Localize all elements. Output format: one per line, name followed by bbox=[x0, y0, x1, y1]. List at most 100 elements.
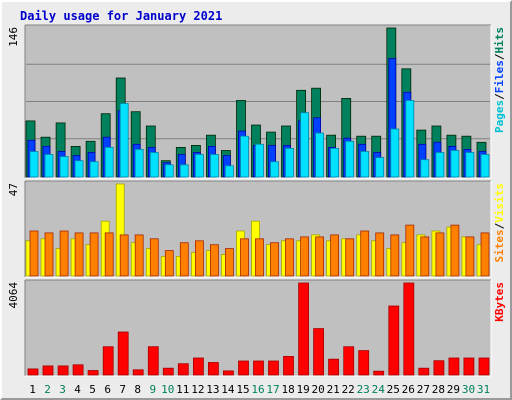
y-max-label: 146 bbox=[7, 27, 20, 47]
bar-pages-day-11 bbox=[179, 164, 189, 178]
bar-kbytes-day-4 bbox=[72, 364, 84, 376]
bar-pages-day-12 bbox=[194, 154, 204, 178]
day-label-10: 10 bbox=[161, 383, 174, 396]
day-label-5: 5 bbox=[89, 383, 96, 396]
bar-sites-day-26 bbox=[405, 224, 415, 277]
bar-kbytes-day-31 bbox=[478, 357, 490, 376]
bar-kbytes-day-24 bbox=[373, 370, 385, 376]
panel-hits_files_pages: 146 Pages/Files/Hits bbox=[7, 24, 506, 179]
bar-sites-day-5 bbox=[89, 232, 99, 277]
legend-item-files: Files bbox=[493, 60, 506, 93]
bar-sites-day-7 bbox=[119, 234, 129, 277]
bar-pages-day-6 bbox=[104, 146, 114, 178]
bar-sites-day-25 bbox=[390, 234, 400, 277]
day-label-29: 29 bbox=[447, 383, 460, 396]
day-label-16: 16 bbox=[251, 383, 264, 396]
bar-pages-day-17 bbox=[270, 161, 279, 178]
bar-kbytes-day-1 bbox=[27, 368, 39, 376]
bar-sites-day-10 bbox=[164, 250, 174, 277]
bar-pages-day-8 bbox=[134, 148, 144, 178]
bar-sites-day-24 bbox=[375, 232, 385, 277]
day-label-24: 24 bbox=[372, 383, 386, 396]
day-label-18: 18 bbox=[281, 383, 294, 396]
bar-pages-day-15 bbox=[240, 135, 249, 178]
day-label-6: 6 bbox=[104, 383, 111, 396]
legend-item-kbytes: KBytes bbox=[493, 282, 506, 322]
legend: KBytes bbox=[493, 282, 506, 322]
bar-pages-day-18 bbox=[285, 147, 294, 178]
bar-kbytes-day-12 bbox=[192, 357, 204, 376]
bar-kbytes-day-3 bbox=[57, 365, 69, 376]
bar-kbytes-day-10 bbox=[162, 367, 174, 376]
bar-sites-day-17 bbox=[270, 242, 279, 277]
legend-separator: / bbox=[493, 53, 506, 60]
day-label-14: 14 bbox=[221, 383, 235, 396]
bar-pages-day-14 bbox=[224, 165, 234, 178]
bar-sites-day-23 bbox=[360, 230, 370, 277]
day-label-31: 31 bbox=[477, 383, 490, 396]
bar-pages-day-26 bbox=[405, 100, 415, 178]
bar-kbytes-day-11 bbox=[177, 363, 189, 376]
bar-pages-day-16 bbox=[255, 143, 264, 178]
bar-sites-day-12 bbox=[194, 240, 204, 277]
bar-pages-day-27 bbox=[420, 159, 430, 178]
day-label-26: 26 bbox=[402, 383, 415, 396]
panel-visits_sites: 47 Sites/Visits bbox=[7, 180, 506, 278]
bar-kbytes-day-26 bbox=[403, 282, 415, 376]
bar-pages-day-24 bbox=[375, 157, 385, 178]
bar-pages-day-19 bbox=[300, 112, 310, 178]
bar-sites-day-31 bbox=[480, 232, 490, 277]
bar-sites-day-22 bbox=[345, 238, 355, 277]
bar-pages-day-30 bbox=[465, 152, 475, 178]
bar-sites-day-6 bbox=[104, 232, 114, 277]
legend-separator: / bbox=[493, 93, 506, 100]
bar-pages-day-21 bbox=[330, 147, 340, 178]
day-label-30: 30 bbox=[462, 383, 475, 396]
bar-pages-day-1 bbox=[29, 151, 39, 178]
day-label-9: 9 bbox=[149, 383, 156, 396]
bar-kbytes-day-27 bbox=[418, 367, 430, 376]
bar-sites-day-27 bbox=[420, 236, 430, 277]
bar-pages-day-3 bbox=[59, 156, 69, 178]
day-label-19: 19 bbox=[296, 383, 309, 396]
bar-pages-day-2 bbox=[44, 154, 54, 178]
day-label-1: 1 bbox=[29, 383, 36, 396]
bar-kbytes-day-16 bbox=[253, 360, 264, 376]
day-label-8: 8 bbox=[134, 383, 141, 396]
bar-sites-day-8 bbox=[134, 234, 144, 277]
bar-sites-day-18 bbox=[285, 238, 294, 277]
day-label-15: 15 bbox=[236, 383, 249, 396]
bar-pages-day-22 bbox=[345, 140, 355, 178]
bar-pages-day-20 bbox=[315, 132, 325, 178]
legend-item-visits: Visits bbox=[493, 183, 506, 223]
legend-item-hits: Hits bbox=[493, 27, 506, 54]
panel-kbytes: 4064 KBytes bbox=[7, 279, 506, 377]
bar-kbytes-day-9 bbox=[147, 346, 159, 376]
bar-sites-day-2 bbox=[44, 232, 54, 277]
bar-kbytes-day-6 bbox=[102, 346, 114, 376]
bar-kbytes-day-28 bbox=[433, 360, 445, 376]
bar-sites-day-14 bbox=[224, 248, 234, 277]
bar-kbytes-day-25 bbox=[388, 305, 400, 376]
bar-kbytes-day-7 bbox=[117, 331, 129, 376]
y-max-label: 4064 bbox=[7, 282, 20, 309]
bar-kbytes-day-17 bbox=[268, 360, 279, 376]
bar-sites-day-3 bbox=[59, 230, 69, 277]
bar-kbytes-day-29 bbox=[448, 357, 460, 376]
bar-pages-day-5 bbox=[89, 161, 99, 178]
bar-kbytes-day-13 bbox=[207, 362, 219, 376]
bar-pages-day-4 bbox=[74, 160, 84, 178]
bar-sites-day-13 bbox=[209, 244, 219, 277]
bar-pages-day-28 bbox=[435, 152, 445, 178]
day-label-21: 21 bbox=[327, 383, 340, 396]
legend-item-sites: Sites bbox=[493, 229, 506, 262]
bar-kbytes-day-5 bbox=[87, 370, 99, 376]
day-label-27: 27 bbox=[417, 383, 430, 396]
legend: Pages/Files/Hits bbox=[493, 27, 506, 133]
day-label-3: 3 bbox=[59, 383, 66, 396]
bar-kbytes-day-20 bbox=[313, 328, 325, 376]
day-label-28: 28 bbox=[432, 383, 445, 396]
day-label-17: 17 bbox=[266, 383, 279, 396]
bar-kbytes-day-21 bbox=[328, 358, 340, 376]
